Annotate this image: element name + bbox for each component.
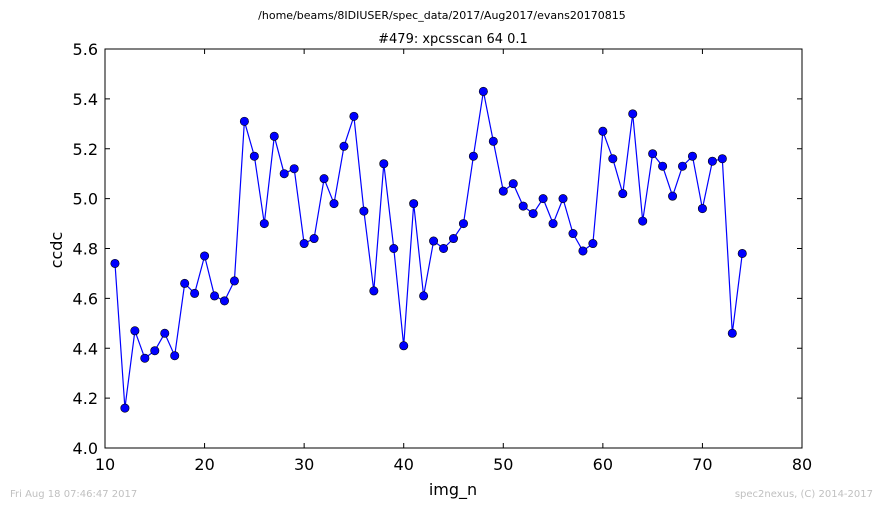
series-line — [114, 91, 743, 409]
data-point — [329, 199, 339, 209]
data-point — [737, 248, 747, 258]
data-point — [648, 149, 658, 159]
data-point — [658, 161, 668, 171]
data-point — [369, 286, 379, 296]
y-axis-label: ccdc — [47, 232, 66, 269]
y-tick-label: 5.4 — [73, 90, 98, 109]
chart-suptitle: /home/beams/8IDIUSER/spec_data/2017/Aug2… — [258, 9, 626, 22]
data-point — [429, 236, 439, 246]
data-point — [359, 206, 369, 216]
y-tick-label: 4.6 — [73, 289, 98, 308]
data-point — [528, 209, 538, 219]
data-point — [697, 204, 707, 214]
data-point — [588, 239, 598, 249]
data-point — [518, 201, 528, 211]
y-tick-label: 5.2 — [73, 140, 98, 159]
data-point — [618, 189, 628, 199]
data-point — [229, 276, 239, 286]
y-tick-label: 4.2 — [73, 389, 98, 408]
data-point — [488, 136, 498, 146]
x-tick-label: 80 — [792, 455, 812, 474]
data-point — [568, 229, 578, 239]
x-tick-label: 50 — [493, 455, 513, 474]
data-point — [707, 156, 717, 166]
data-point — [130, 326, 140, 336]
x-tick-label: 30 — [294, 455, 314, 474]
data-point — [498, 186, 508, 196]
data-point — [170, 351, 180, 361]
data-point — [598, 126, 608, 136]
x-tick-label: 20 — [194, 455, 214, 474]
plot-area — [105, 49, 802, 448]
data-point — [727, 328, 737, 338]
data-point — [200, 251, 210, 261]
data-point — [379, 159, 389, 169]
data-point — [339, 141, 349, 151]
data-point — [578, 246, 588, 256]
data-point — [219, 296, 229, 306]
data-point — [289, 164, 299, 174]
footer-credit: spec2nexus, (C) 2014-2017 — [735, 489, 873, 500]
data-point — [468, 151, 478, 161]
data-point — [638, 216, 648, 226]
y-tick-label: 5.0 — [73, 190, 98, 209]
data-point — [259, 219, 269, 229]
data-point — [349, 111, 359, 121]
data-point — [478, 86, 488, 96]
x-tick-label: 70 — [692, 455, 712, 474]
data-point — [110, 258, 120, 268]
data-point — [458, 219, 468, 229]
data-point — [628, 109, 638, 119]
data-point — [319, 174, 329, 184]
data-point — [687, 151, 697, 161]
data-point — [419, 291, 429, 301]
axis-tick-labels: 10 20 30 40 50 60 70 80 4.0 4.2 4.4 4.6 4.8 5.0 5.2 5.4… — [73, 40, 813, 474]
data-point — [409, 199, 419, 209]
data-point — [558, 194, 568, 204]
data-point — [269, 131, 279, 141]
data-point — [210, 291, 220, 301]
data-point — [668, 191, 678, 201]
data-point — [239, 116, 249, 126]
data-point — [399, 341, 409, 351]
data-point — [140, 353, 150, 363]
x-tick-label: 40 — [394, 455, 414, 474]
data-point — [389, 244, 399, 254]
data-point — [180, 278, 190, 288]
data-point — [548, 219, 558, 229]
plot-frame — [104, 48, 803, 449]
data-point — [120, 403, 130, 413]
data-point — [299, 239, 309, 249]
data-point — [717, 154, 727, 164]
data-point — [150, 346, 160, 356]
data-point — [160, 328, 170, 338]
y-tick-label: 4.8 — [73, 240, 98, 259]
x-tick-label: 10 — [95, 455, 115, 474]
x-tick-label: 60 — [593, 455, 613, 474]
y-tick-label: 4.0 — [73, 439, 98, 458]
data-point — [448, 234, 458, 244]
data-point — [249, 151, 259, 161]
data-point — [608, 154, 618, 164]
data-series — [110, 86, 747, 413]
y-tick-label: 4.4 — [73, 339, 98, 358]
x-axis-label: img_n — [429, 480, 477, 500]
data-point — [190, 288, 200, 298]
data-point — [279, 169, 289, 179]
data-point — [439, 244, 449, 254]
footer-timestamp: Fri Aug 18 07:46:47 2017 — [10, 489, 137, 500]
data-point — [678, 161, 688, 171]
data-point — [309, 234, 319, 244]
chart-title: #479: xpcsscan 64 0.1 — [378, 32, 528, 47]
data-point — [508, 179, 518, 189]
y-tick-label: 5.6 — [73, 40, 98, 59]
data-point — [538, 194, 548, 204]
